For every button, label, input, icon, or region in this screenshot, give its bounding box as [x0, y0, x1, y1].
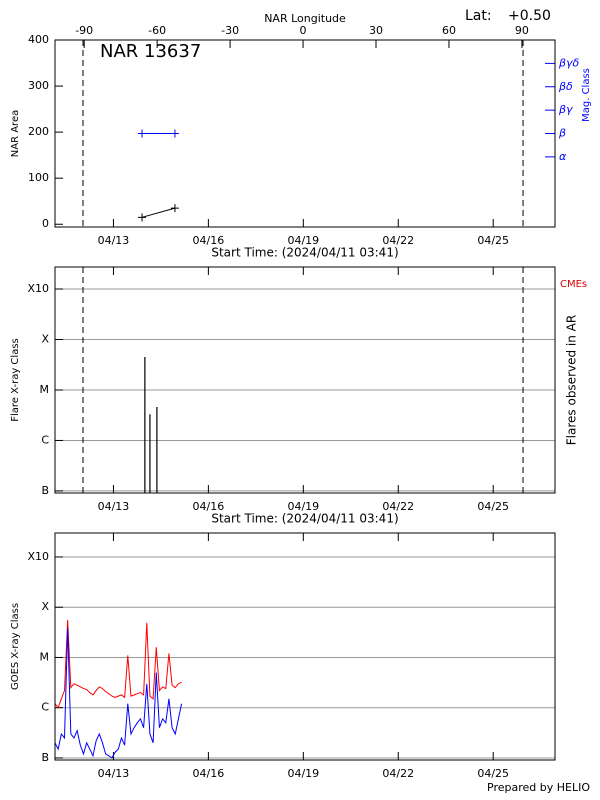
- y-tick-label: X10: [27, 550, 49, 563]
- x-tick-label: 04/22: [382, 234, 414, 247]
- series-line: [55, 628, 183, 759]
- y-tick-label: 300: [28, 79, 49, 92]
- y-tick-label: M: [40, 383, 50, 396]
- point-marker: [170, 129, 179, 138]
- x2-tick-label: 30: [369, 24, 383, 37]
- x-tick-label: 04/22: [382, 500, 414, 513]
- y-tick-label: M: [40, 650, 50, 663]
- x2-axis-label: NAR Longitude: [264, 12, 346, 25]
- x2-tick-label: -90: [75, 24, 93, 37]
- plot-frame: [54, 532, 556, 761]
- y2-tick-label: β: [558, 127, 566, 140]
- y2-tick-label: α: [559, 150, 567, 163]
- x-tick-label: 04/22: [382, 767, 414, 780]
- x-tick-label: 04/25: [477, 234, 509, 247]
- annotation: CMEs: [560, 279, 587, 290]
- plot-area: [55, 619, 183, 759]
- x-axis-label: Start Time: (2024/04/11 03:41): [211, 512, 398, 526]
- y-tick-label: X10: [27, 282, 49, 295]
- point-marker: [170, 204, 179, 213]
- lat-label: Lat:: [465, 8, 492, 24]
- x-axis-label: Start Time: (2024/04/11 03:41): [211, 246, 398, 260]
- y-axis-label: GOES X-ray Class: [10, 603, 21, 690]
- x-tick-label: 04/16: [193, 500, 225, 513]
- plot-area: [138, 129, 179, 222]
- x2-tick-label: -30: [221, 24, 239, 37]
- y2-axis-label: Mag. Class: [581, 68, 592, 122]
- x-tick-label: 04/13: [98, 500, 130, 513]
- x-tick-label: 04/19: [287, 234, 319, 247]
- y-axis-label: NAR Area: [10, 110, 21, 157]
- x-tick-label: 04/25: [477, 767, 509, 780]
- y-axis-label: Flare X-ray Class: [10, 338, 21, 422]
- series-line: [141, 207, 176, 218]
- y-tick-label: X: [41, 332, 49, 345]
- y-tick-label: C: [41, 433, 49, 446]
- y-tick-label: B: [41, 751, 49, 764]
- series-line: [55, 619, 182, 709]
- plot-frame: [54, 39, 556, 228]
- x2-tick-label: 60: [442, 24, 456, 37]
- y2-tick-label: βγδ: [558, 56, 580, 69]
- y-tick-label: 0: [42, 217, 49, 230]
- x-tick-label: 04/16: [193, 767, 225, 780]
- y-tick-label: B: [41, 484, 49, 497]
- y2-tick-label: βγ: [558, 103, 573, 116]
- point-marker: [138, 213, 147, 222]
- y2-tick-label: βδ: [558, 80, 573, 93]
- y-tick-label: 100: [28, 171, 49, 184]
- point-marker: [138, 129, 147, 138]
- chart-title: NAR 13637: [100, 41, 201, 62]
- lat-value: +0.50: [508, 8, 551, 24]
- plot-frame: [54, 266, 556, 494]
- x2-tick-label: 0: [300, 24, 307, 37]
- x-tick-label: 04/25: [477, 500, 509, 513]
- y-tick-label: 200: [28, 125, 49, 138]
- plot-area: [144, 357, 158, 493]
- x2-tick-label: 90: [515, 24, 529, 37]
- footer: Prepared by HELIO: [487, 781, 590, 794]
- x-tick-label: 04/16: [193, 234, 225, 247]
- x-tick-label: 04/13: [98, 767, 130, 780]
- x-tick-label: 04/19: [287, 500, 319, 513]
- y-tick-label: X: [41, 600, 49, 613]
- x-tick-label: 04/13: [98, 234, 130, 247]
- y-tick-label: C: [41, 701, 49, 714]
- x-tick-label: 04/19: [287, 767, 319, 780]
- y2-axis-label: Flares observed in AR: [565, 315, 579, 445]
- y-tick-label: 400: [28, 33, 49, 46]
- x2-tick-label: -60: [148, 24, 166, 37]
